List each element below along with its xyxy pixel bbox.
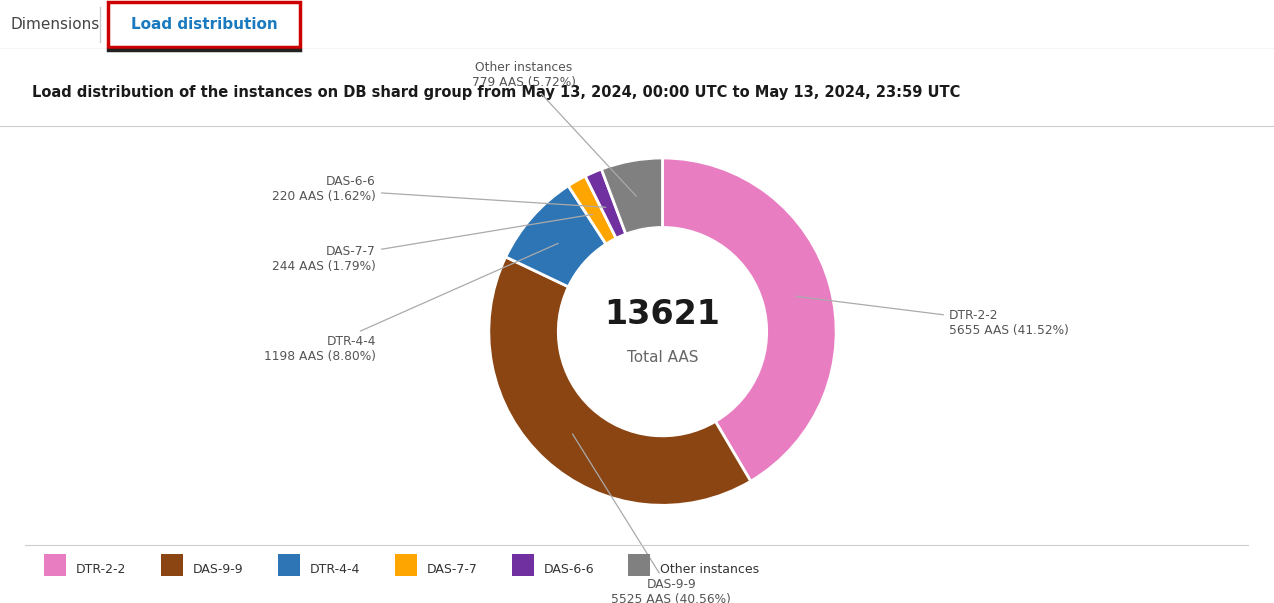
Text: DAS-7-7
244 AAS (1.79%): DAS-7-7 244 AAS (1.79%) xyxy=(273,214,592,273)
Text: Total AAS: Total AAS xyxy=(627,350,698,365)
Wedge shape xyxy=(601,158,662,234)
Text: DTR-4-4
1198 AAS (8.80%): DTR-4-4 1198 AAS (8.80%) xyxy=(264,244,558,363)
Text: DTR-4-4: DTR-4-4 xyxy=(310,563,359,576)
Text: DAS-9-9
5525 AAS (40.56%): DAS-9-9 5525 AAS (40.56%) xyxy=(572,434,731,603)
Wedge shape xyxy=(568,176,617,244)
Text: DAS-6-6: DAS-6-6 xyxy=(543,563,594,576)
Bar xyxy=(278,554,299,576)
Text: DTR-2-2
5655 AAS (41.52%): DTR-2-2 5655 AAS (41.52%) xyxy=(796,296,1069,337)
Text: Load distribution: Load distribution xyxy=(131,17,278,32)
Text: Load distribution of the instances on DB shard group from May 13, 2024, 00:00 UT: Load distribution of the instances on DB… xyxy=(32,85,961,100)
Text: DTR-2-2: DTR-2-2 xyxy=(75,563,126,576)
Text: DAS-6-6
220 AAS (1.62%): DAS-6-6 220 AAS (1.62%) xyxy=(273,175,605,207)
Text: Dimensions: Dimensions xyxy=(10,17,99,32)
Bar xyxy=(628,554,651,576)
Bar xyxy=(161,554,182,576)
Bar xyxy=(395,554,417,576)
Wedge shape xyxy=(662,158,836,481)
Bar xyxy=(43,554,66,576)
Wedge shape xyxy=(506,186,606,287)
Wedge shape xyxy=(489,257,750,505)
Text: Other instances: Other instances xyxy=(660,563,759,576)
Text: DAS-7-7: DAS-7-7 xyxy=(427,563,478,576)
Text: Other instances
779 AAS (5.72%): Other instances 779 AAS (5.72%) xyxy=(471,61,637,197)
FancyBboxPatch shape xyxy=(108,2,299,47)
Text: DAS-9-9: DAS-9-9 xyxy=(192,563,243,576)
Bar xyxy=(512,554,534,576)
Wedge shape xyxy=(585,169,626,238)
Text: 13621: 13621 xyxy=(605,298,720,331)
